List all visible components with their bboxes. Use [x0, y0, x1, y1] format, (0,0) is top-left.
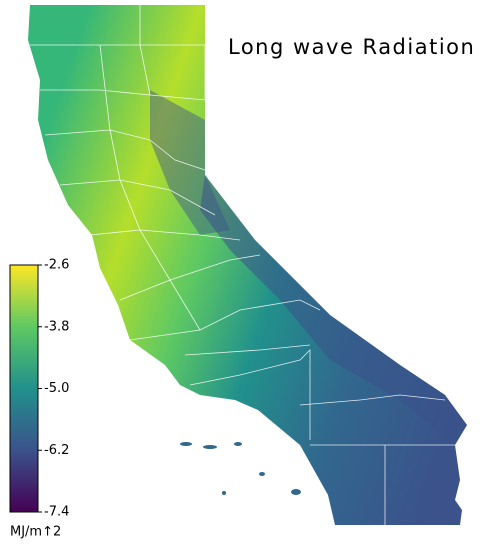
- dark-north: [150, 90, 230, 235]
- colorbar-tick-label: -2.6: [44, 258, 69, 273]
- colorbar-tick-label: -6.2: [44, 443, 69, 458]
- map-title: Long wave Radiation: [228, 35, 475, 59]
- dark-east: [200, 175, 467, 445]
- colorbar-tick-label: -7.4: [44, 505, 69, 520]
- islands: [180, 442, 301, 495]
- colorbar-tick-label: -5.0: [44, 381, 69, 396]
- colorbar: [9, 264, 39, 513]
- county-lines: [30, 5, 460, 525]
- colorbar-tick-label: -3.8: [44, 319, 69, 334]
- colorbar-unit: MJ/m↑2: [10, 525, 61, 540]
